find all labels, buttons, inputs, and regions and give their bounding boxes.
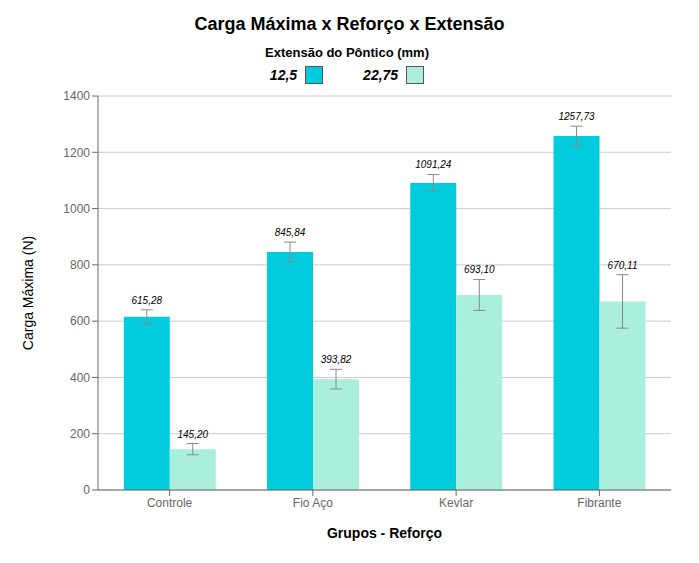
html-text:Extensão do Pôntico (mm): Extensão do Pôntico (mm): [265, 45, 429, 60]
svg-text:200: 200: [70, 427, 90, 441]
svg-text:Fibrante: Fibrante: [577, 496, 621, 510]
svg-text:1091,24: 1091,24: [415, 159, 452, 170]
svg-text:845,84: 845,84: [275, 227, 306, 238]
svg-text:800: 800: [70, 258, 90, 272]
html-text:22,75: 22,75: [363, 67, 399, 83]
svg-text:Carga Máxima (N): Carga Máxima (N): [20, 236, 36, 350]
svg-text:1200: 1200: [63, 146, 90, 160]
svg-text:393,82: 393,82: [321, 354, 352, 365]
html-text:Carga Máxima x Reforço x Exten: Carga Máxima x Reforço x Extensão: [194, 14, 505, 34]
svg-text:1400: 1400: [63, 89, 90, 103]
svg-text:670,11: 670,11: [608, 260, 638, 271]
svg-text:Controle: Controle: [147, 496, 193, 510]
svg-text:600: 600: [70, 314, 90, 328]
svg-text:1000: 1000: [63, 202, 90, 216]
svg-text:Kevlar: Kevlar: [439, 496, 473, 510]
svg-text:Fio Aço: Fio Aço: [293, 496, 333, 510]
svg-text:615,28: 615,28: [131, 295, 162, 306]
svg-text:1257,73: 1257,73: [558, 111, 595, 122]
svg-text:0: 0: [83, 483, 90, 497]
svg-text:400: 400: [70, 371, 90, 385]
svg-text:145,20: 145,20: [177, 429, 208, 440]
svg-text:693,10: 693,10: [464, 264, 495, 275]
html-text:12,5: 12,5: [269, 67, 298, 83]
svg-text:Grupos - Reforço: Grupos - Reforço: [327, 525, 442, 541]
